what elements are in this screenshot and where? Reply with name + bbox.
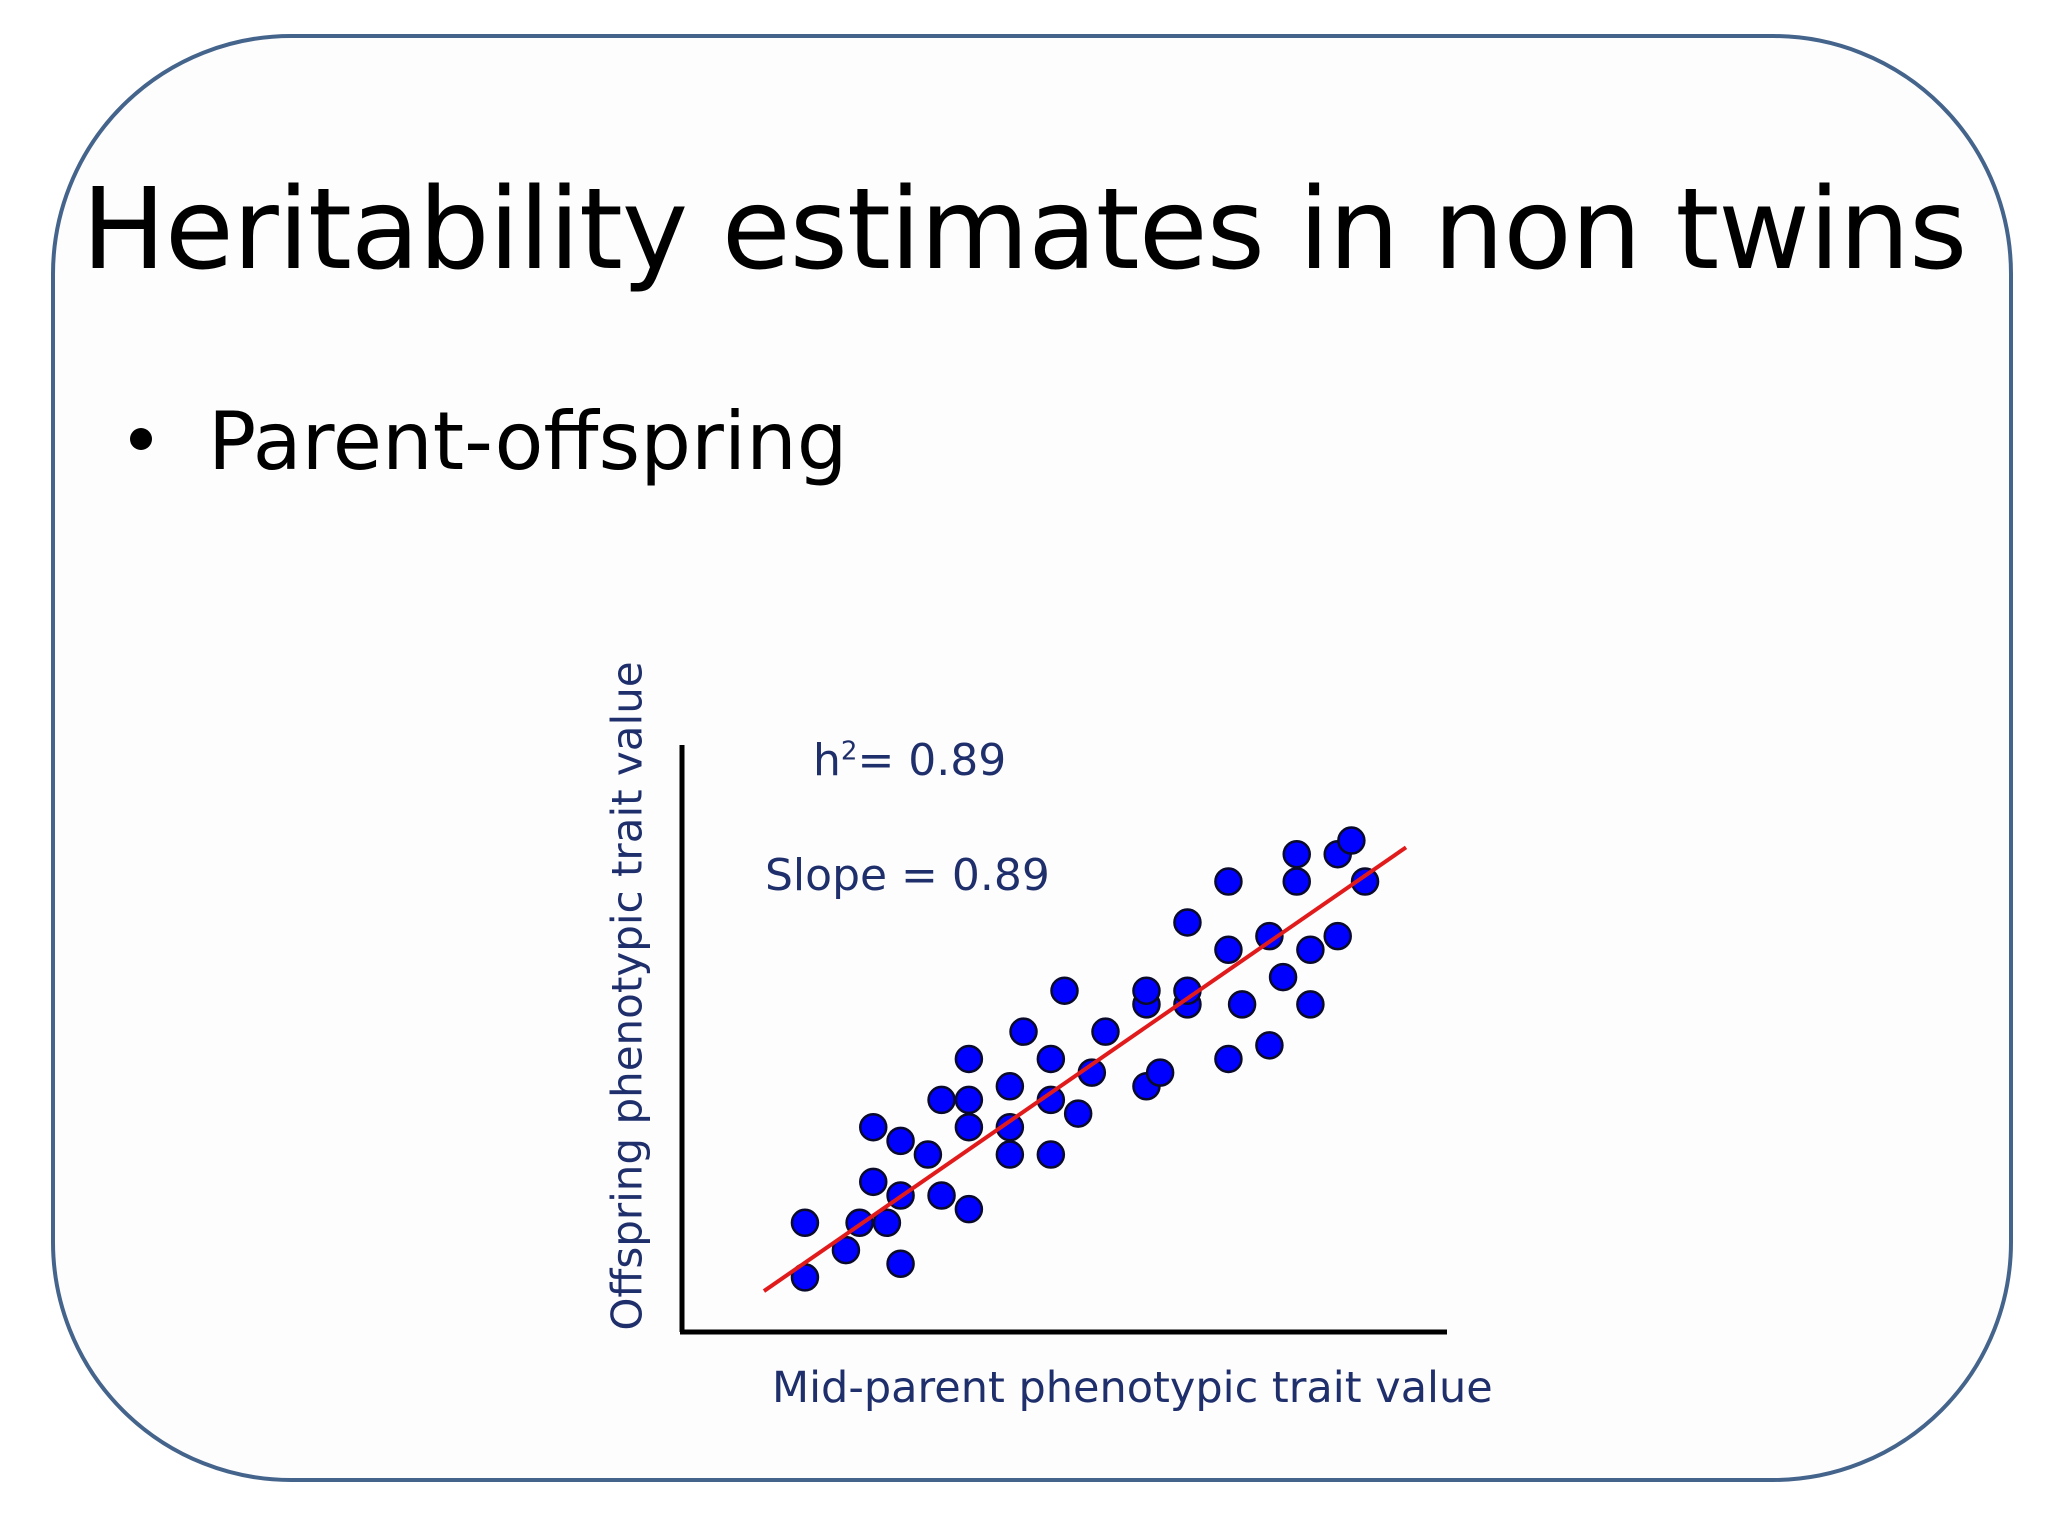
data-point [1214, 1044, 1243, 1074]
heritability-annotation: h2= 0.89 [813, 735, 1006, 786]
data-point [1282, 867, 1311, 896]
data-points [790, 826, 1380, 1292]
data-point [1009, 1017, 1038, 1046]
data-point [1255, 921, 1284, 951]
x-axis-label: Mid-parent phenotypic trait value [772, 1363, 1493, 1413]
data-point [1255, 1031, 1284, 1060]
bullet-text: Parent-offspring [208, 395, 848, 488]
fit-line-layer [762, 845, 1408, 1293]
data-point [831, 1235, 861, 1265]
data-point [954, 1194, 984, 1224]
data-point [886, 1249, 915, 1278]
data-point [995, 1072, 1025, 1101]
slide-frame [51, 34, 2013, 1482]
slope-annotation: Slope = 0.89 [765, 850, 1050, 901]
h2-base: h [813, 735, 841, 786]
data-point [859, 1167, 888, 1197]
bullet-dot-icon [130, 428, 152, 451]
data-point [954, 1112, 984, 1142]
data-point [1296, 990, 1325, 1019]
data-point [954, 1085, 984, 1115]
data-point [886, 1126, 915, 1156]
data-point [790, 1208, 820, 1238]
data-point [995, 1112, 1025, 1142]
data-point [1350, 867, 1380, 896]
data-point [1132, 976, 1161, 1005]
data-point [1214, 867, 1243, 896]
data-point [927, 1085, 956, 1115]
data-point [1173, 908, 1202, 937]
data-point [1268, 962, 1298, 992]
slide-title: Heritability estimates in non twins [81, 165, 1968, 295]
data-point [1323, 921, 1352, 951]
data-point [995, 1140, 1025, 1169]
data-point [1227, 990, 1257, 1019]
data-point [1050, 976, 1079, 1005]
data-point [1145, 1058, 1175, 1087]
data-point [1337, 826, 1366, 855]
data-point [859, 1112, 888, 1142]
h2-superscript: 2 [840, 736, 858, 767]
data-point [954, 1044, 984, 1074]
data-point [1296, 935, 1325, 965]
data-point [913, 1140, 943, 1169]
data-point [1214, 935, 1243, 965]
data-point [1063, 1099, 1093, 1128]
h2-value: = 0.89 [857, 735, 1007, 786]
data-point [1091, 1017, 1120, 1046]
data-point [1282, 839, 1311, 869]
bullet-item: Parent-offspring [130, 395, 848, 488]
data-point [1036, 1044, 1066, 1074]
data-point [872, 1208, 902, 1238]
data-point [927, 1181, 956, 1210]
y-axis-label: Offspring phenotypic trait value [602, 661, 652, 1331]
regression-line [762, 845, 1408, 1293]
data-point [1036, 1140, 1066, 1169]
